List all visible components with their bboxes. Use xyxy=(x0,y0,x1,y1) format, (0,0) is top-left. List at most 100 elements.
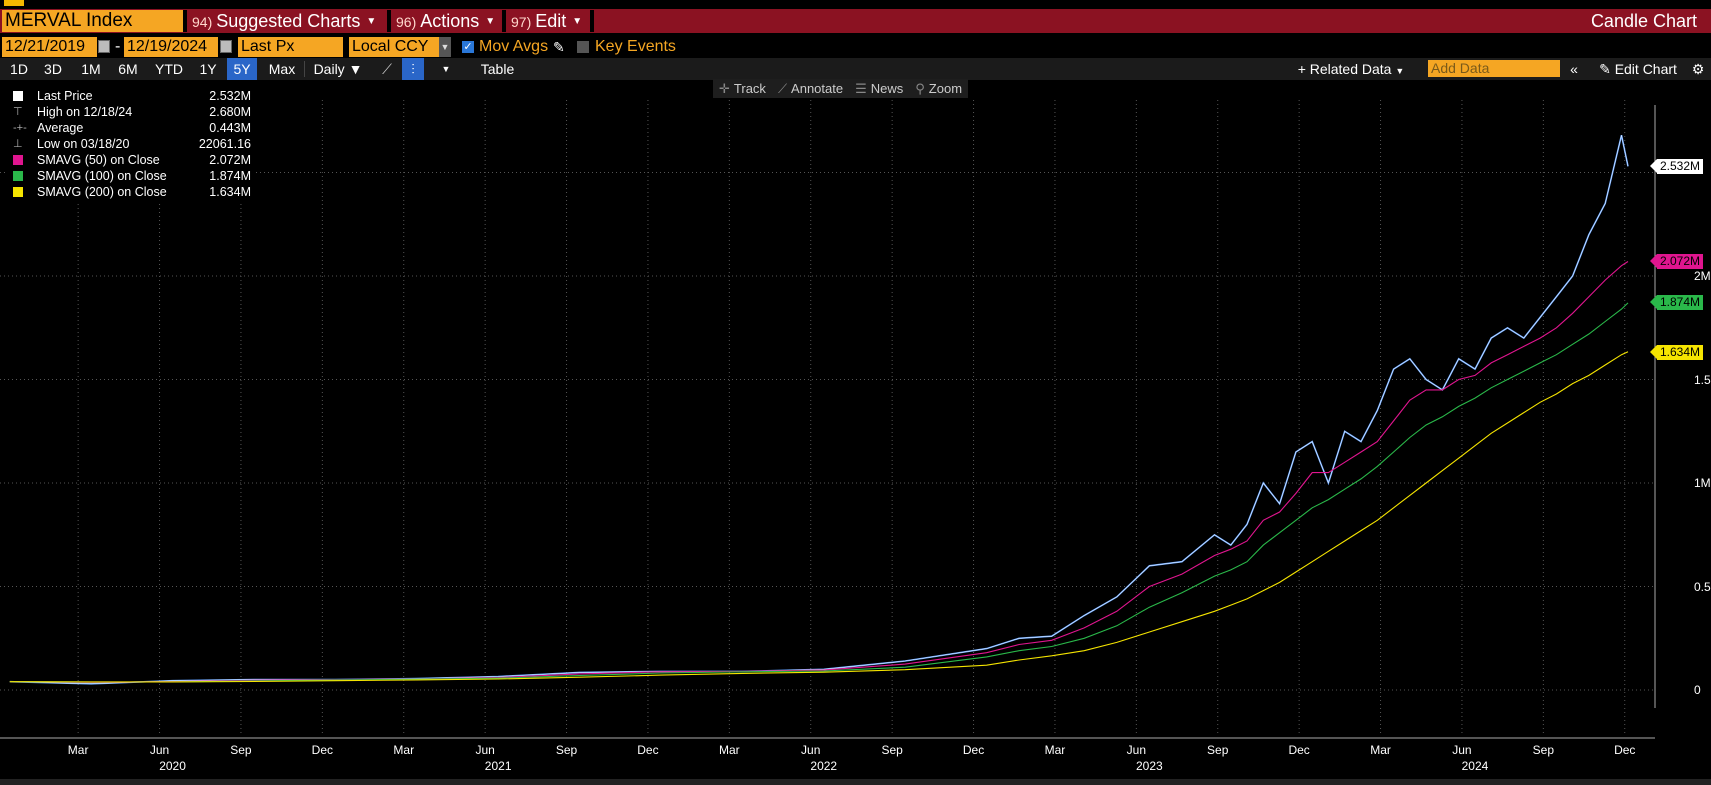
annotate-tool[interactable]: ⟋ Annotate xyxy=(778,81,843,97)
separator xyxy=(590,10,594,32)
series-smavg-100- xyxy=(9,302,1629,683)
legend-smavg-100[interactable]: SMAVG (100) on Close 1.874M xyxy=(7,168,255,184)
edit-chart-button[interactable]: ✎ Edit Chart xyxy=(1588,58,1688,80)
line-chart-icon[interactable]: ⟋ xyxy=(382,61,392,77)
legend-value: 1.874M xyxy=(209,169,251,183)
legend-smavg-200[interactable]: SMAVG (200) on Close 1.634M xyxy=(7,184,255,200)
date-dash: - xyxy=(115,38,121,55)
period-1y[interactable]: 1Y xyxy=(199,61,217,77)
value-tag: 1.634M xyxy=(1649,344,1704,360)
menu-label: Edit xyxy=(535,11,567,31)
tool-label: Zoom xyxy=(928,80,963,96)
period-ytd[interactable]: YTD xyxy=(155,61,183,77)
calendar-icon[interactable] xyxy=(220,40,232,53)
x-tick-label: Sep xyxy=(1532,743,1555,757)
start-date-field[interactable]: 12/21/2019 xyxy=(2,37,97,57)
chart-toolbar: 1D 3D 1M 6M YTD 1Y 5Y Max Daily ▼ ⟋ ⫶ ▼ … xyxy=(0,58,1711,80)
legend-value: 0.443M xyxy=(209,121,251,135)
period-1d[interactable]: 1D xyxy=(10,61,28,77)
period-3d[interactable]: 3D xyxy=(44,61,62,77)
legend-label: Last Price xyxy=(37,89,93,103)
value-tag: 1.874M xyxy=(1649,295,1704,311)
security-ticker-field[interactable]: MERVAL Index xyxy=(2,10,183,32)
legend-value: 2.680M xyxy=(209,105,251,119)
legend-smavg-50[interactable]: SMAVG (50) on Close 2.072M xyxy=(7,152,255,168)
low-marker-icon: ⊥ xyxy=(13,138,23,150)
period-1m[interactable]: 1M xyxy=(81,61,101,77)
legend-label: SMAVG (100) on Close xyxy=(37,169,167,183)
x-tick-label: Dec xyxy=(1288,743,1310,757)
y-tick-label: 2M xyxy=(1694,269,1711,283)
high-marker-icon: ⊤ xyxy=(13,106,23,118)
legend-last-price[interactable]: Last Price 2.532M xyxy=(7,88,255,104)
dropdown-arrow-icon[interactable]: ▼ xyxy=(439,37,451,57)
legend-value: 2.072M xyxy=(209,153,251,167)
add-data-input[interactable]: Add Data xyxy=(1428,60,1560,77)
legend-label: High on 12/18/24 xyxy=(37,105,133,119)
pencil-icon[interactable]: ✎ xyxy=(553,39,565,55)
table-button[interactable]: Table xyxy=(480,61,515,77)
value-tag: 2.532M xyxy=(1649,158,1704,174)
track-tool[interactable]: ✛ Track xyxy=(719,81,766,97)
period-max[interactable]: Max xyxy=(268,61,296,77)
menu-number: 97) xyxy=(511,14,532,30)
end-date-field[interactable]: 12/19/2024 xyxy=(124,37,218,57)
legend-high: ⊤ High on 12/18/24 2.680M xyxy=(7,104,255,120)
key-events-label[interactable]: Key Events xyxy=(595,38,676,55)
legend-value: 2.532M xyxy=(209,89,251,103)
actions-menu[interactable]: 96) Actions ▼ xyxy=(392,10,502,32)
x-year-label: 2024 xyxy=(1461,759,1489,773)
legend-label: SMAVG (50) on Close xyxy=(37,153,160,167)
x-tick-label: Jun xyxy=(475,743,495,757)
menu-number: 94) xyxy=(192,14,213,30)
related-data-button[interactable]: + Related Data ▼ xyxy=(1292,58,1410,80)
bottom-bar xyxy=(0,779,1711,785)
y-tick-label: 1M xyxy=(1694,476,1711,490)
calendar-icon[interactable] xyxy=(98,40,110,53)
chevron-down-icon[interactable]: ▼ xyxy=(441,64,451,74)
crosshair-icon: ✛ xyxy=(719,80,730,96)
legend-swatch xyxy=(13,155,23,165)
tool-label: Annotate xyxy=(791,80,844,96)
currency-selector[interactable]: Local CCY xyxy=(349,37,439,57)
collapse-icon[interactable]: « xyxy=(1570,61,1578,77)
gear-icon[interactable]: ⚙ xyxy=(1691,61,1705,77)
suggested-charts-menu[interactable]: 94) Suggested Charts ▼ xyxy=(188,10,387,32)
x-tick-label: Sep xyxy=(230,743,252,757)
legend-label: Average xyxy=(37,121,84,135)
x-tick-label: Jun xyxy=(1452,743,1472,757)
field-selector[interactable]: Last Px xyxy=(238,37,343,57)
caret-down-icon: ▼ xyxy=(1395,66,1405,76)
chart-series xyxy=(9,135,1629,685)
period-6m[interactable]: 6M xyxy=(118,61,138,77)
x-tick-label: Dec xyxy=(962,743,985,757)
news-tool[interactable]: ☰ News xyxy=(855,81,903,97)
caret-down-icon: ▼ xyxy=(572,16,583,28)
x-tick-label: Sep xyxy=(555,743,578,757)
candle-chart-icon[interactable]: ⫶ xyxy=(402,58,424,80)
mov-avgs-checkbox[interactable]: ✓ xyxy=(462,41,474,53)
frequency-selector[interactable]: Daily ▼ xyxy=(313,61,363,77)
period-5y[interactable]: 5Y xyxy=(227,58,257,80)
related-data-label: + Related Data xyxy=(1297,61,1392,77)
tool-label: Track xyxy=(733,80,766,96)
x-tick-label: Mar xyxy=(1370,743,1391,757)
zoom-tool[interactable]: ⚲ Zoom xyxy=(915,81,962,97)
average-marker-icon: -+- xyxy=(13,122,27,134)
legend-value: 1.634M xyxy=(209,185,251,199)
x-tick-label: Dec xyxy=(1614,743,1636,757)
chart-legend: Last Price 2.532M ⊤ High on 12/18/24 2.6… xyxy=(7,88,255,202)
x-tick-label: Mar xyxy=(719,743,740,757)
value-tag: 2.072M xyxy=(1649,254,1704,270)
edit-chart-label: Edit Chart xyxy=(1614,61,1677,77)
mov-avgs-label[interactable]: Mov Avgs xyxy=(479,38,549,55)
key-events-checkbox[interactable] xyxy=(577,41,589,53)
edit-menu[interactable]: 97) Edit ▼ xyxy=(507,10,590,32)
x-tick-label: Sep xyxy=(1207,743,1229,757)
legend-value: 22061.16 xyxy=(198,137,251,151)
news-icon: ☰ xyxy=(855,80,867,96)
chart-tools: ✛ Track ⟋ Annotate ☰ News ⚲ Zoom xyxy=(713,79,969,98)
series-smavg-50- xyxy=(9,261,1629,683)
menu-number: 96) xyxy=(396,14,417,30)
x-tick-label: Jun xyxy=(801,743,821,757)
